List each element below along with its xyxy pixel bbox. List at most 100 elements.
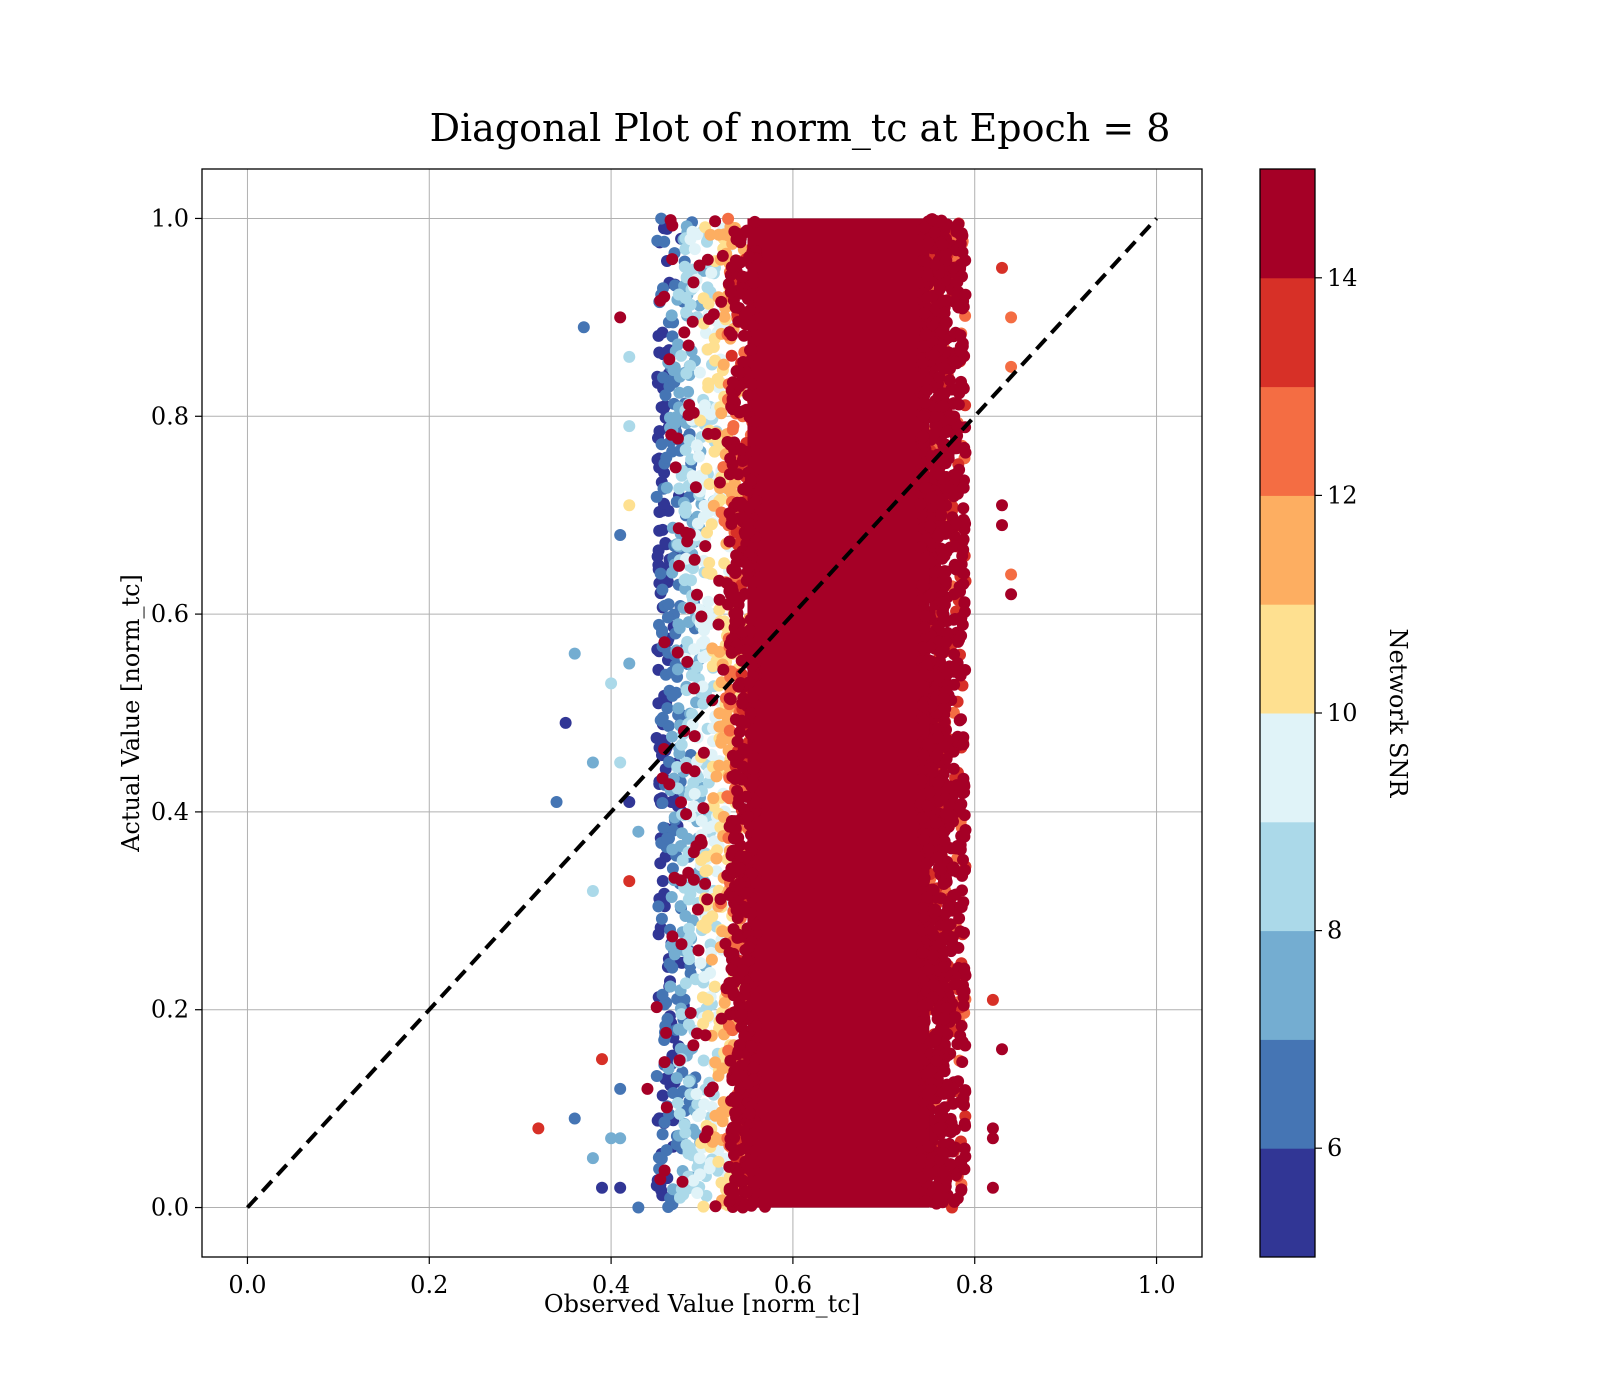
scatter-point — [723, 692, 736, 705]
scatter-point — [678, 326, 691, 339]
y-tick-label: 0.0 — [151, 1194, 189, 1222]
outlier-point — [586, 885, 599, 898]
scatter-point — [914, 1153, 927, 1166]
scatter-point — [733, 406, 746, 419]
scatter-point — [656, 326, 669, 339]
scatter-point — [693, 1168, 706, 1181]
scatter-point — [957, 543, 970, 556]
outlier-point — [1005, 568, 1018, 581]
scatter-point — [655, 912, 668, 925]
scatter-point — [746, 867, 759, 880]
scatter-point — [650, 1001, 663, 1014]
scatter-point — [920, 659, 933, 672]
scatter-point — [652, 928, 665, 941]
scatter-point — [951, 276, 964, 289]
scatter-point — [957, 502, 970, 515]
scatter-point — [954, 1155, 967, 1167]
scatter-point — [672, 702, 685, 715]
x-tick-label: 0.0 — [228, 1271, 266, 1299]
scatter-point — [933, 371, 946, 384]
scatter-point — [916, 1118, 929, 1131]
colorbar: 6 8 10 12 14 — [1259, 168, 1358, 1258]
scatter-point — [955, 1019, 968, 1032]
scatter-point — [915, 764, 928, 777]
colorbar-tick-label: 14 — [1327, 264, 1358, 292]
scatter-point — [730, 904, 743, 917]
scatter-point — [657, 821, 670, 834]
scatter-point — [916, 946, 929, 959]
y-axis-ticks: 0.0 0.2 0.4 0.6 0.8 1.0 — [151, 204, 202, 1222]
scatter-point — [672, 338, 685, 351]
plot-frame — [201, 168, 1203, 1258]
scatter-point — [673, 559, 685, 572]
outlier-point — [996, 261, 1008, 274]
scatter-point — [716, 1115, 729, 1128]
scatter-point — [666, 253, 679, 266]
scatter-point — [922, 1140, 935, 1153]
scatter-point — [921, 1088, 934, 1101]
scatter-point — [934, 325, 947, 338]
outlier-point — [986, 1132, 999, 1145]
scatter-point — [944, 1158, 957, 1171]
scatter-point — [668, 871, 681, 884]
scatter-point — [940, 522, 952, 535]
scatter-point — [935, 214, 948, 227]
scatter-point — [666, 689, 679, 702]
scatter-point — [700, 1189, 713, 1202]
scatter-point — [947, 1097, 959, 1110]
scatter-point — [697, 802, 710, 815]
scatter-point — [672, 538, 684, 551]
scatter-point — [689, 481, 702, 494]
scatter-point — [739, 790, 752, 803]
scatter-point — [938, 960, 950, 973]
scatter-point — [706, 1081, 719, 1094]
colorbar-tick-label: 8 — [1327, 917, 1342, 945]
scatter-point — [661, 611, 674, 624]
scatter-point — [935, 1111, 948, 1124]
scatter-point — [916, 999, 929, 1012]
scatter-point — [680, 526, 692, 539]
scatter-point — [689, 1128, 702, 1141]
scatter-point — [953, 387, 966, 400]
scatter-point — [925, 700, 938, 713]
scatter-point — [938, 1013, 950, 1026]
scatter-point — [736, 697, 749, 710]
scatter-point — [928, 349, 941, 362]
scatter-point — [918, 621, 931, 634]
outlier-point — [1005, 311, 1018, 324]
scatter-point — [698, 399, 711, 412]
scatter-point — [718, 996, 731, 1009]
outlier-point — [1005, 588, 1018, 601]
scatter-point — [958, 1142, 971, 1155]
scatter-point — [937, 400, 949, 413]
scatter-point — [746, 691, 759, 704]
scatter-point — [744, 707, 757, 720]
scatter-point — [918, 396, 931, 409]
scatter-point — [948, 978, 961, 991]
scatter-point — [739, 982, 752, 995]
scatter-point — [655, 1152, 668, 1165]
scatter-point — [670, 1072, 683, 1084]
scatter-point — [932, 731, 945, 744]
y-tick-label: 0.2 — [151, 996, 189, 1024]
scatter-point — [748, 276, 761, 289]
scatter-point — [921, 800, 934, 813]
scatter-point — [915, 1016, 928, 1029]
outlier-point — [641, 1082, 654, 1095]
scatter-point — [725, 349, 738, 362]
scatter-point — [745, 1040, 758, 1053]
scatter-point — [710, 852, 723, 865]
scatter-point — [944, 1112, 957, 1125]
scatter-point — [959, 517, 972, 530]
scatter-point — [938, 307, 951, 319]
scatter-point — [916, 579, 929, 592]
scatter-point — [724, 286, 737, 299]
scatter-point — [718, 228, 731, 241]
scatter-point — [685, 669, 698, 682]
scatter-point — [705, 953, 718, 966]
scatter-point — [917, 715, 930, 728]
outlier-point — [996, 519, 1008, 532]
scatter-point — [921, 269, 934, 282]
scatter-point — [934, 862, 947, 875]
